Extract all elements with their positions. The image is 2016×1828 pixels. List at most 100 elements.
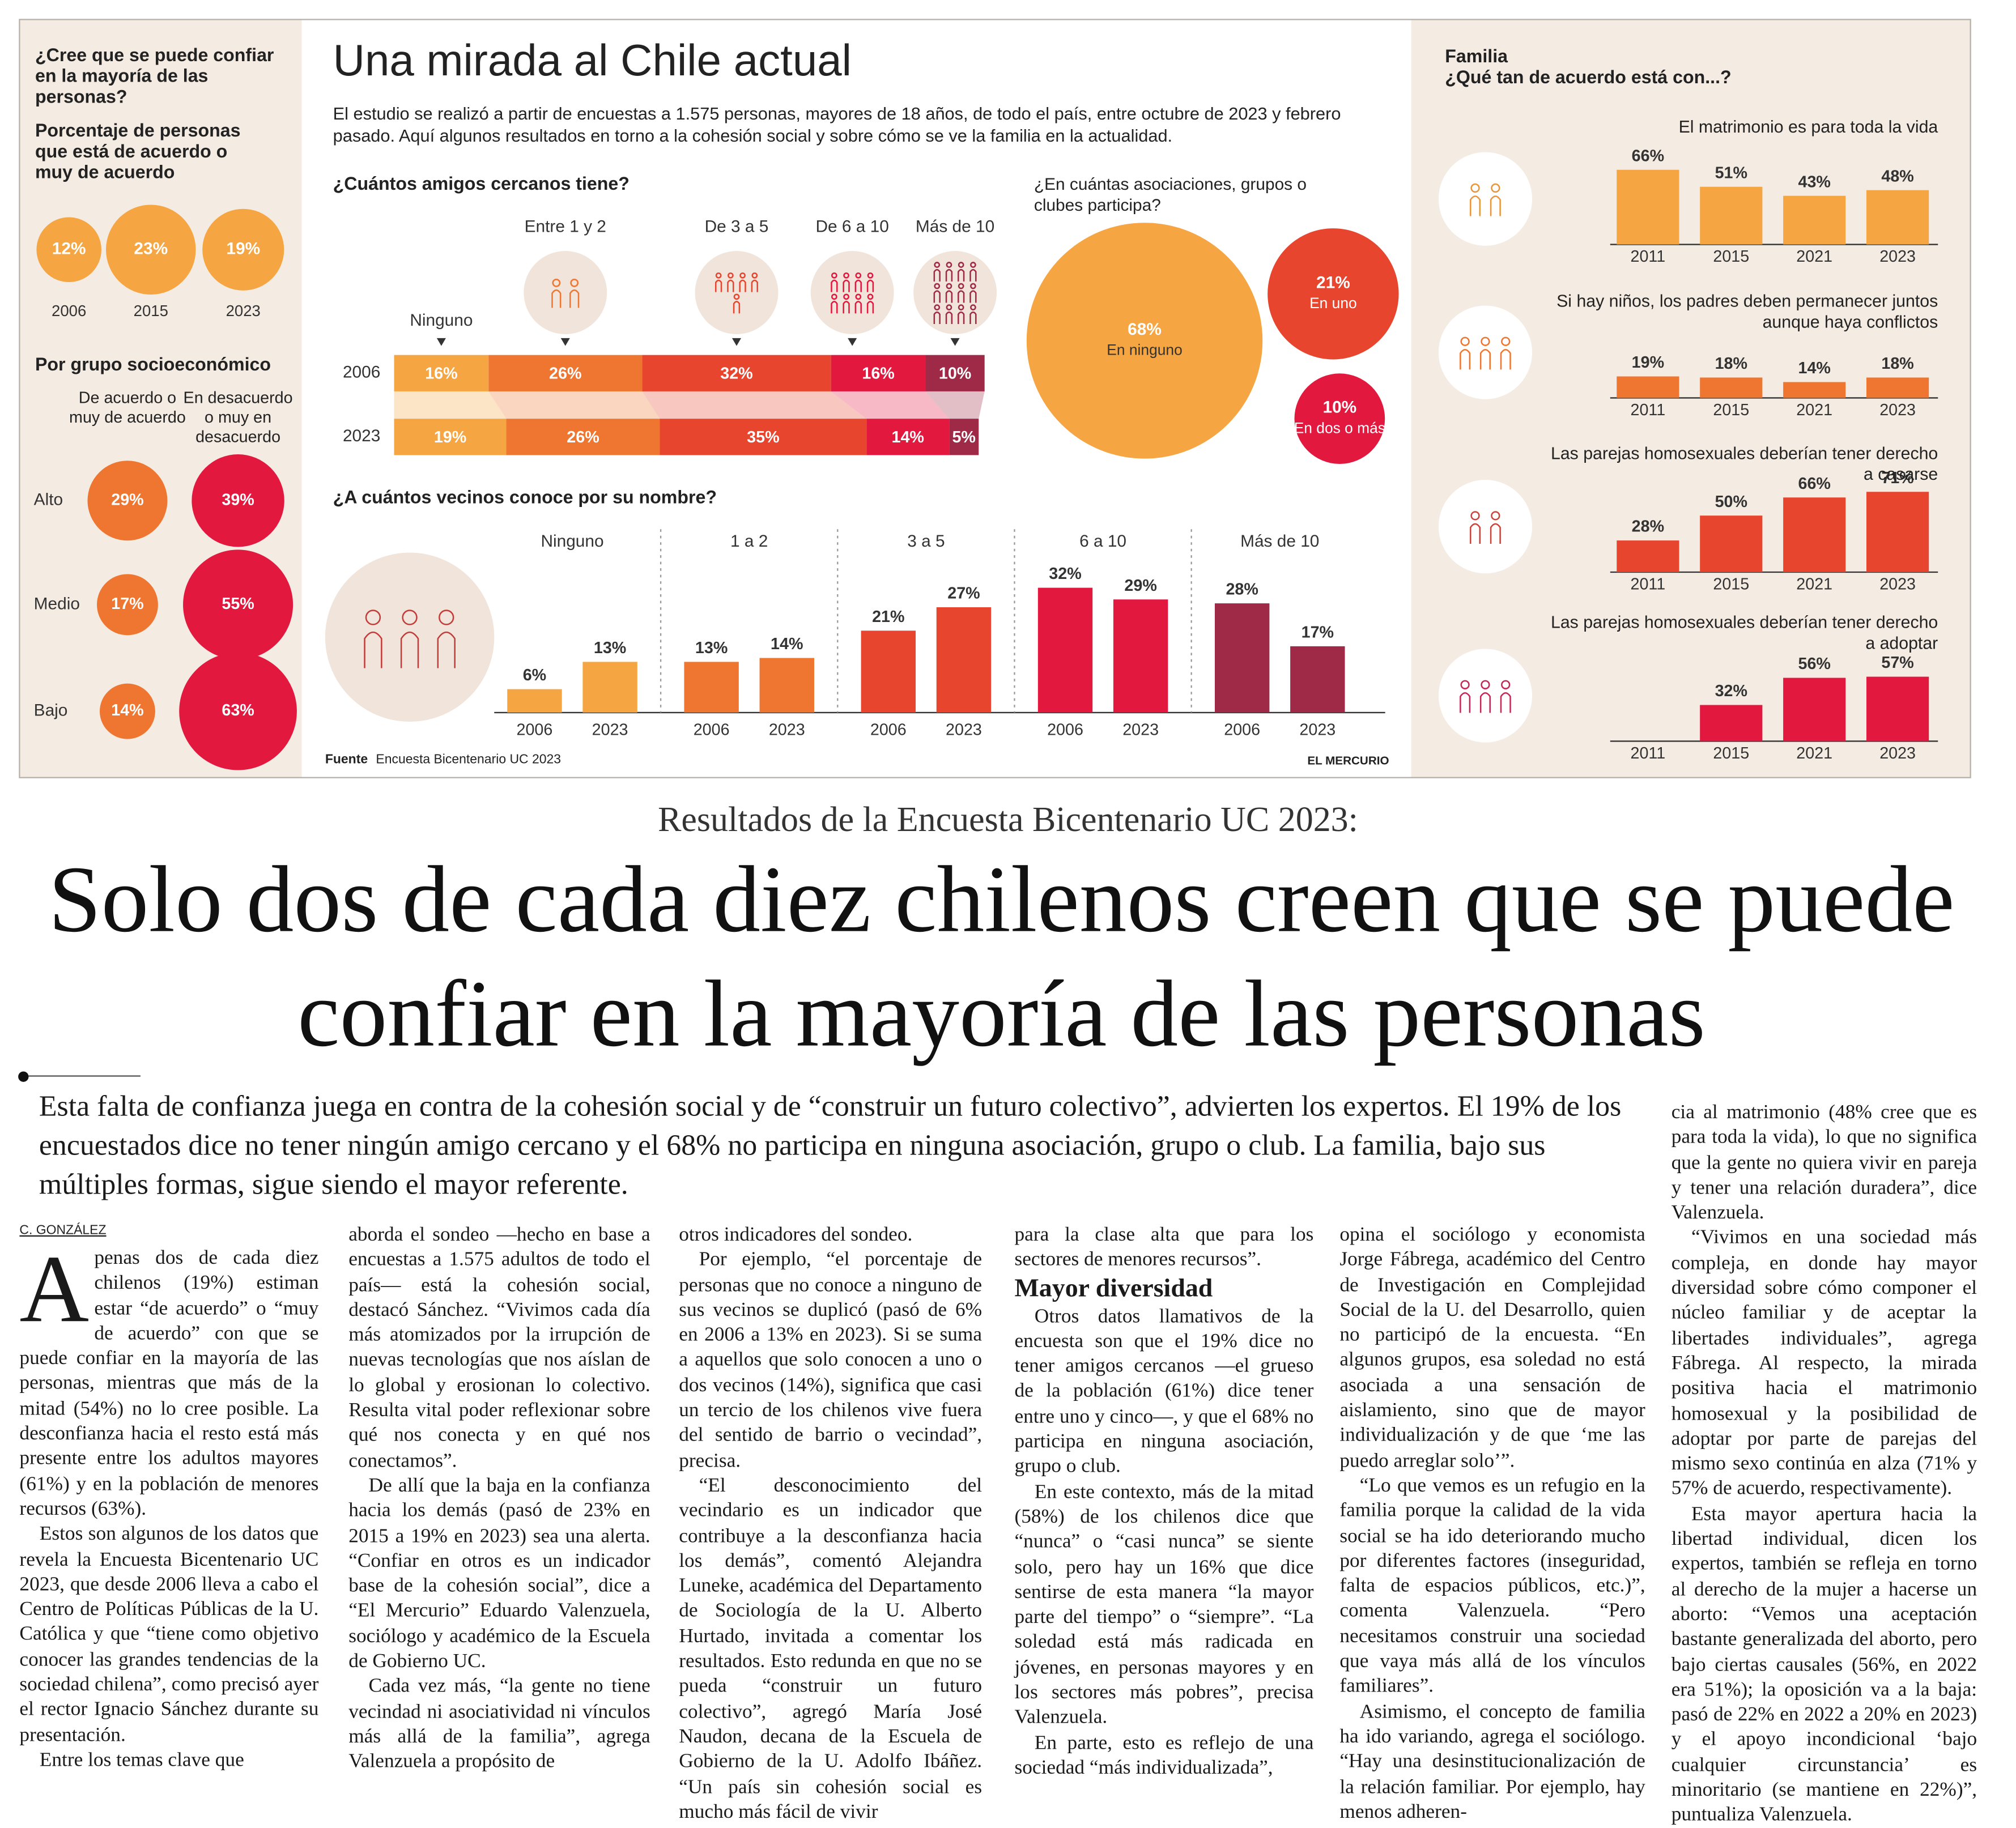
value-label: 27% xyxy=(947,585,980,603)
value-label: 16% xyxy=(862,365,894,383)
value-label: 10% xyxy=(939,365,971,383)
icon-part xyxy=(958,304,964,310)
paragraph: opina el sociólogo y economista Jorge Fá… xyxy=(1339,1224,1645,1472)
connector xyxy=(394,391,507,419)
value-label: 35% xyxy=(747,428,779,446)
icon-part xyxy=(739,279,746,292)
icon-part xyxy=(733,293,740,300)
bar-segment xyxy=(642,355,831,391)
legend-entry: En desacuerdo o muy en desacuerdo xyxy=(183,389,293,446)
bar-segment xyxy=(831,355,926,391)
icon-part xyxy=(569,289,580,308)
icon-part xyxy=(439,610,454,625)
icon-part xyxy=(843,272,849,279)
bar xyxy=(1214,603,1270,713)
bar-segment xyxy=(506,419,660,455)
icon-part xyxy=(1470,195,1481,216)
icon-part xyxy=(843,293,849,300)
paragraph: “Vivimos en una sociedad más compleja, e… xyxy=(1671,1226,1977,1500)
icon-part xyxy=(751,279,758,292)
icon-part xyxy=(570,278,579,287)
bar xyxy=(1700,186,1763,245)
legend-entry: De 3 a 5 xyxy=(705,218,769,236)
credit: EL MERCURIO xyxy=(1307,754,1389,768)
year-label: 2011 xyxy=(1631,248,1666,266)
connector xyxy=(488,391,660,419)
category-label: En uno xyxy=(1309,295,1357,312)
category-label: 2006 xyxy=(52,302,86,319)
bar xyxy=(582,662,637,713)
paragraph: aborda el sondeo —hecho en base a encues… xyxy=(348,1224,650,1472)
bar xyxy=(1617,169,1679,245)
group-label: 1 a 2 xyxy=(730,532,768,551)
icon-part xyxy=(958,283,964,289)
icon-part xyxy=(1481,680,1490,689)
value-label: 28% xyxy=(1632,518,1664,536)
pointer xyxy=(848,338,857,346)
kicker: Resultados de la Encuesta Bicentenario U… xyxy=(658,799,1358,839)
year-label: 2011 xyxy=(1631,744,1666,762)
icon-part xyxy=(1460,349,1471,370)
value-label: 13% xyxy=(695,639,728,657)
icon-part xyxy=(1479,692,1491,713)
icon-part xyxy=(946,304,952,310)
value-label: 19% xyxy=(1632,353,1664,372)
value-label: 57% xyxy=(1881,654,1913,672)
bar xyxy=(1617,540,1679,573)
bubble xyxy=(202,208,284,291)
paragraph: Por ejemplo, “el porcentaje de personas … xyxy=(679,1249,983,1472)
paragraph: para la clase alta que para los sectores… xyxy=(1014,1224,1314,1271)
year-label: 2021 xyxy=(1796,401,1832,419)
pointer xyxy=(950,338,960,346)
value-label: 21% xyxy=(1316,273,1350,292)
bar xyxy=(1866,190,1929,245)
value-label: 13% xyxy=(594,639,626,657)
icon-part xyxy=(866,301,874,314)
category-label: Alto xyxy=(34,491,63,509)
bar xyxy=(759,658,814,713)
icon-part xyxy=(739,272,746,279)
year-label: 2006 xyxy=(870,721,907,739)
icon-part xyxy=(958,262,964,268)
connector xyxy=(831,391,950,419)
value-label: 48% xyxy=(1881,167,1913,185)
icon-part xyxy=(970,283,976,289)
legend-entry: Ninguno xyxy=(410,311,473,330)
icon-part xyxy=(365,610,381,625)
icon-part xyxy=(970,304,976,310)
icon-part xyxy=(1470,511,1480,521)
icon-part xyxy=(933,311,941,324)
icon-part xyxy=(831,293,837,300)
icon-part xyxy=(843,279,850,292)
value-label: 29% xyxy=(1124,577,1156,595)
icon-part xyxy=(1500,349,1511,370)
bar xyxy=(1866,676,1929,742)
year-label: 2023 xyxy=(1879,248,1916,266)
icon-part xyxy=(1501,336,1511,346)
bar-segment xyxy=(925,355,985,391)
bar xyxy=(1617,376,1679,398)
chart-title: Las parejas homosexuales deberían tener … xyxy=(1551,612,1938,653)
year-label: 2011 xyxy=(1631,576,1666,594)
value-label: 32% xyxy=(1049,565,1081,583)
year-label: 2023 xyxy=(946,721,982,739)
icon-part xyxy=(714,279,722,292)
year-label: 2011 xyxy=(1631,401,1666,419)
bubble xyxy=(179,652,297,770)
value-label: 29% xyxy=(111,491,143,509)
icon-part xyxy=(855,293,862,300)
year-label: 2006 xyxy=(1224,721,1260,739)
value-label: 18% xyxy=(1881,355,1913,373)
article-column: cia al matrimonio (48% cree que es para … xyxy=(1672,1100,1977,1828)
icon-part xyxy=(969,311,977,324)
icon-part xyxy=(1460,680,1470,689)
bubble xyxy=(97,574,158,636)
year-label: 2021 xyxy=(1796,744,1832,762)
bar-segment xyxy=(866,419,950,455)
value-label: 56% xyxy=(1798,655,1830,673)
paragraph: Cada vez más, “la gente no tiene vecinda… xyxy=(348,1675,650,1773)
